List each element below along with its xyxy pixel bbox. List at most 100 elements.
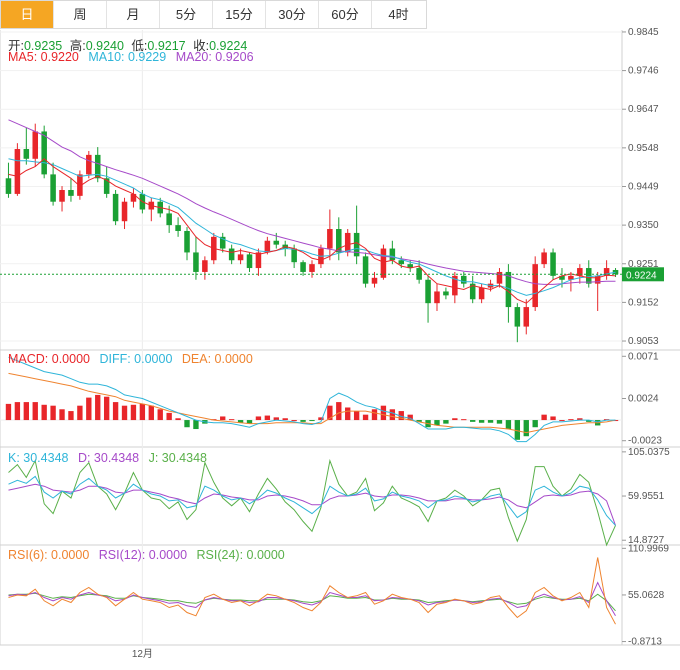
tab-7[interactable]: 4时 [388, 7, 409, 22]
macd-bar-21 [193, 420, 199, 430]
macd-tick-label-0: 0.0071 [628, 351, 659, 362]
candle-body-50 [452, 275, 458, 296]
open-value: 0.9235 [23, 39, 63, 53]
open-label: 开: [8, 39, 24, 53]
close-value: 0.9224 [209, 39, 248, 53]
candle-body-48 [434, 291, 440, 304]
period-tabs: 日周月 5分 15分 30分 60分 4时 [0, 0, 427, 29]
high-value: 0.9240 [85, 39, 124, 53]
candle-body-2 [23, 149, 30, 159]
candle-body-6 [59, 190, 65, 202]
candle-body-68 [612, 270, 619, 275]
ohlc-header: 开:0.9235 高:0.9240 低:0.9217 收:0.9224 [8, 35, 247, 54]
macd-bar-14 [130, 404, 137, 421]
dea-line [8, 372, 616, 434]
macd-bar-36 [327, 405, 333, 421]
tab-0[interactable]: 日 [1, 1, 54, 28]
tab-5[interactable]: 30分 [266, 1, 319, 28]
current-price-label: 0.9224 [626, 270, 657, 281]
j-legend: J: 30.4348 [148, 451, 207, 465]
candle-body-33 [300, 262, 306, 272]
macd-bar-19 [175, 418, 181, 421]
tab-2[interactable]: 月 [107, 1, 160, 28]
ma20-legend: MA20: 0.9206 [175, 50, 254, 64]
macd-bar-59 [532, 420, 538, 428]
macd-bar-58 [523, 420, 529, 437]
macd-bar-28 [255, 416, 262, 421]
candle-body-58 [523, 307, 530, 327]
macd-bar-29 [264, 415, 271, 421]
candle-body-4 [41, 131, 47, 175]
macd-bar-49 [443, 420, 449, 424]
macd-bar-42 [380, 405, 387, 421]
macd-bar-13 [121, 405, 128, 421]
macd-bar-64 [577, 418, 583, 421]
price-tick-label-8: 0.9053 [628, 336, 659, 347]
d-line [8, 483, 616, 526]
macd-bar-38 [345, 407, 351, 421]
candle-body-47 [425, 279, 431, 304]
macd-bar-35 [318, 417, 324, 421]
price-tick-label-3: 0.9548 [628, 143, 659, 154]
candle-body-61 [550, 252, 556, 276]
candle-body-60 [541, 252, 547, 265]
ma10-line [8, 158, 616, 296]
x-tick-label-0: 12月 [132, 648, 153, 660]
macd-header: MACD: 0.0000 DIFF: 0.0000 DEA: 0.0000 [8, 352, 253, 366]
high-label: 高: [69, 39, 86, 53]
rsi6-legend: RSI(6): 0.0000 [8, 548, 90, 562]
candle-body-42 [380, 248, 387, 278]
macd-bar-40 [362, 414, 369, 421]
close-label: 收: [193, 39, 210, 53]
macd-bar-20 [184, 420, 190, 428]
candle-body-36 [327, 229, 333, 249]
macd-bar-60 [541, 414, 547, 421]
candle-body-11 [103, 178, 110, 194]
candle-body-28 [255, 252, 262, 269]
macd-bar-65 [586, 420, 592, 422]
candle-body-34 [309, 264, 315, 272]
macd-bar-16 [148, 405, 154, 421]
tab-1[interactable]: 周 [54, 1, 107, 28]
candle-body-24 [219, 236, 226, 249]
macd-bar-25 [228, 419, 235, 421]
ma20-line [8, 119, 616, 285]
macd-legend: MACD: 0.0000 [8, 352, 90, 366]
rsi24-line [8, 592, 616, 612]
ma5-legend: MA5: 0.9220 [8, 50, 79, 64]
candle-body-41 [371, 277, 378, 284]
low-label: 低: [131, 39, 148, 53]
macd-bar-55 [496, 420, 503, 424]
candle-body-20 [184, 230, 190, 253]
macd-bar-46 [416, 420, 422, 422]
macd-bar-4 [41, 404, 47, 421]
macd-bar-3 [32, 402, 38, 421]
macd-bar-11 [103, 396, 110, 421]
k-line [8, 475, 616, 526]
macd-bar-30 [273, 417, 279, 421]
candle-body-7 [68, 190, 74, 196]
macd-bar-8 [77, 405, 83, 421]
macd-bar-33 [300, 420, 306, 422]
candle-body-67 [603, 268, 610, 276]
macd-bar-6 [59, 409, 65, 421]
kdj-header: K: 30.4348 D: 30.4348 J: 30.4348 [8, 451, 207, 465]
candle-body-59 [532, 264, 538, 308]
ma-header: MA5: 0.9220 MA10: 0.9229 MA20: 0.9206 [8, 50, 254, 64]
candle-body-30 [273, 240, 280, 245]
candle-body-26 [237, 254, 244, 261]
macd-bar-48 [434, 420, 440, 426]
candle-body-21 [193, 252, 199, 272]
candle-body-9 [86, 154, 92, 175]
diff-legend: DIFF: 0.0000 [99, 352, 173, 366]
macd-bar-18 [166, 412, 172, 421]
tab-6[interactable]: 60分 [319, 1, 372, 28]
tab-4[interactable]: 15分 [213, 1, 266, 28]
candle-body-3 [32, 131, 39, 159]
candle-body-45 [407, 264, 413, 269]
macd-bar-12 [112, 402, 119, 421]
price-tick-label-2: 0.9647 [628, 104, 659, 115]
tab-3[interactable]: 5分 [160, 1, 213, 28]
macd-bar-1 [14, 402, 21, 421]
candle-body-53 [478, 287, 485, 300]
